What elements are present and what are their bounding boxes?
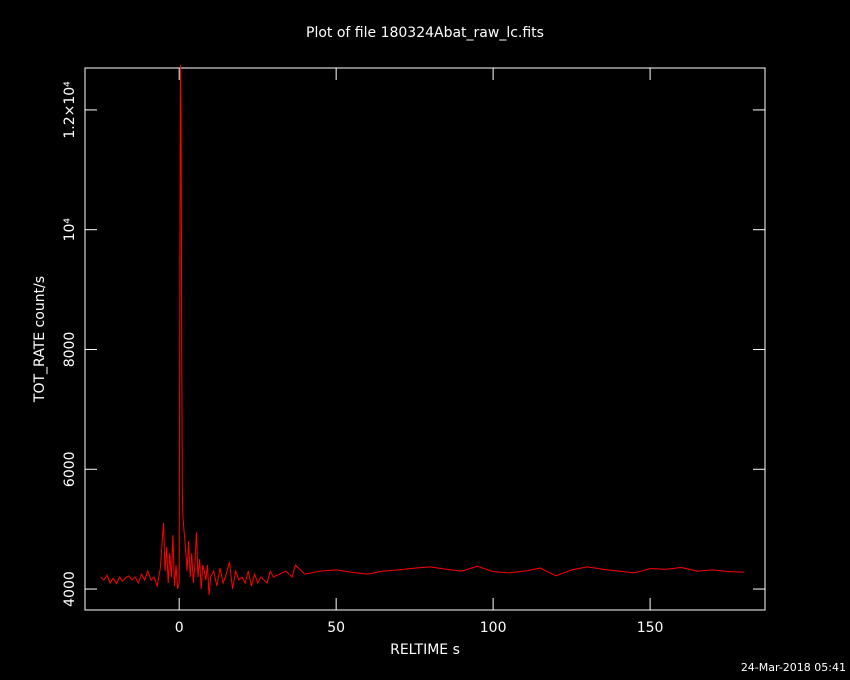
- y-tick-label: 4000: [62, 571, 78, 607]
- x-axis-label: RELTIME s: [390, 642, 460, 658]
- y-tick-label: 1.2×10⁴: [62, 81, 78, 139]
- y-tick-label: 8000: [62, 332, 78, 368]
- footer: 24-Mar-2018 05:41: [741, 661, 846, 674]
- x-tick-label: 0: [175, 620, 184, 636]
- y-tick-label: 6000: [62, 451, 78, 487]
- x-tick-label: 150: [637, 620, 664, 636]
- data-line: [100, 65, 745, 596]
- plot-frame: [84, 67, 766, 611]
- chart-title: Plot of file 180324Abat_raw_lc.fits: [306, 25, 544, 41]
- x-tick-label: 100: [480, 620, 507, 636]
- y-axis-label: TOT_RATE count/s: [32, 276, 48, 403]
- y-tick-label: 10⁴: [62, 218, 78, 242]
- x-tick-label: 50: [327, 620, 345, 636]
